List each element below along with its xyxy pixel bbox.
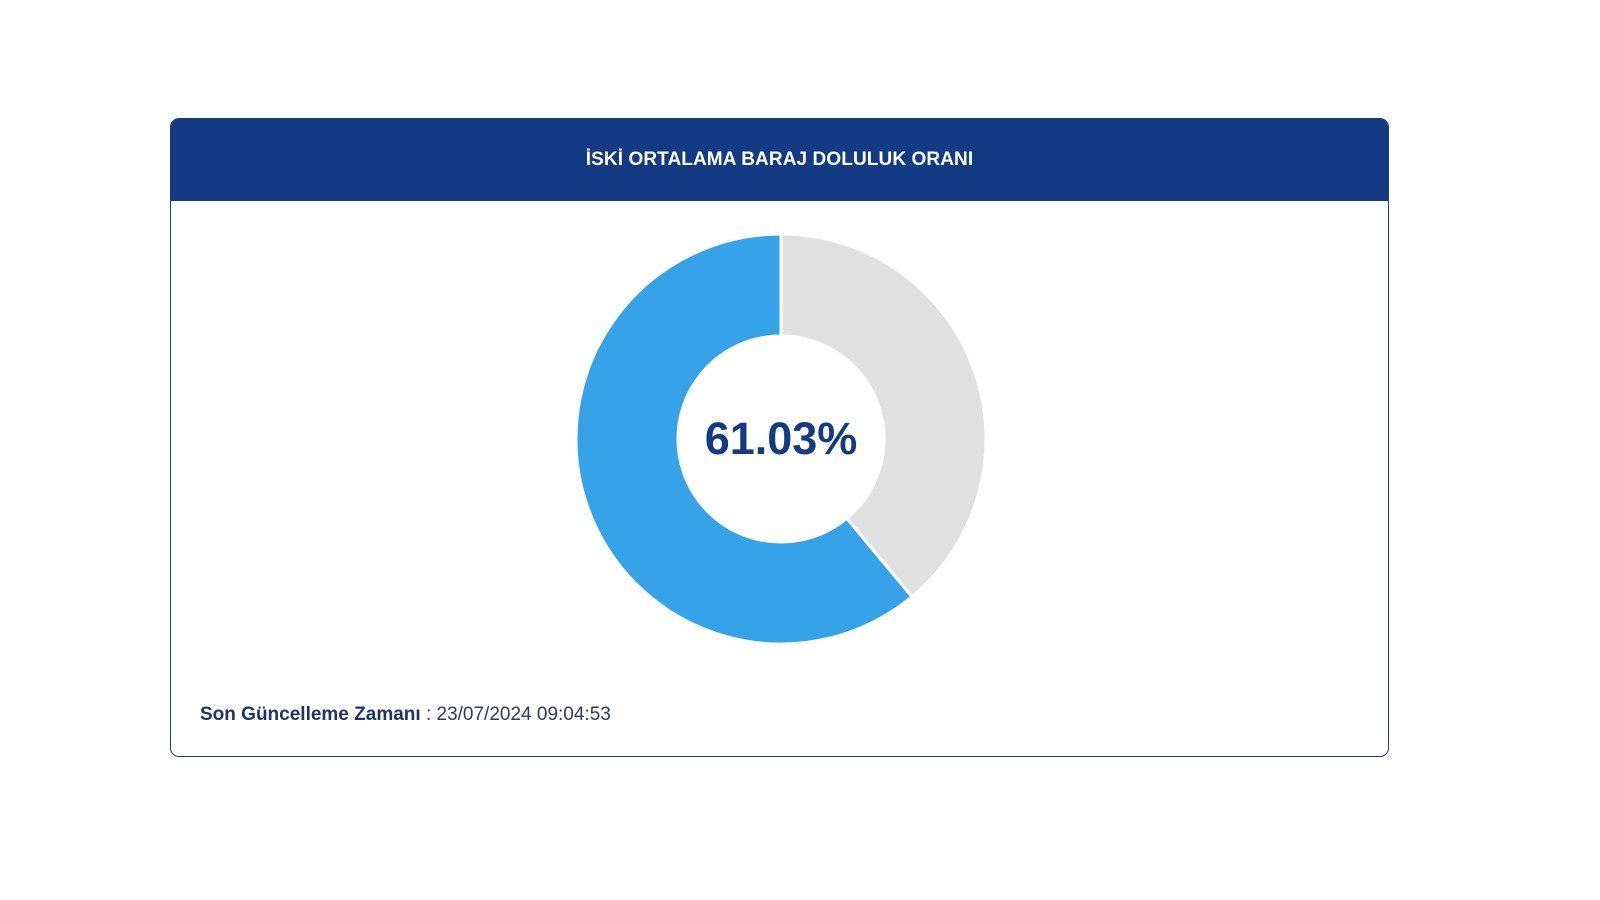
last-update-value: 23/07/2024 09:04:53 xyxy=(436,704,611,725)
occupancy-percentage: 61.03% xyxy=(704,413,858,464)
donut-chart-svg xyxy=(574,232,988,646)
last-update-separator: : xyxy=(420,704,437,725)
dam-occupancy-card: İSKİ ORTALAMA BARAJ DOLULUK ORANI 61.03%… xyxy=(170,118,1389,757)
last-update: Son Güncelleme Zamanı : 23/07/2024 09:04… xyxy=(200,704,611,726)
card-header: İSKİ ORTALAMA BARAJ DOLULUK ORANI xyxy=(171,119,1388,201)
card-title: İSKİ ORTALAMA BARAJ DOLULUK ORANI xyxy=(585,149,974,170)
donut-slice-boş xyxy=(779,232,988,599)
donut-slice-dolu xyxy=(574,232,915,646)
last-update-label: Son Güncelleme Zamanı xyxy=(200,704,421,725)
donut-chart: 61.03% xyxy=(571,229,991,649)
